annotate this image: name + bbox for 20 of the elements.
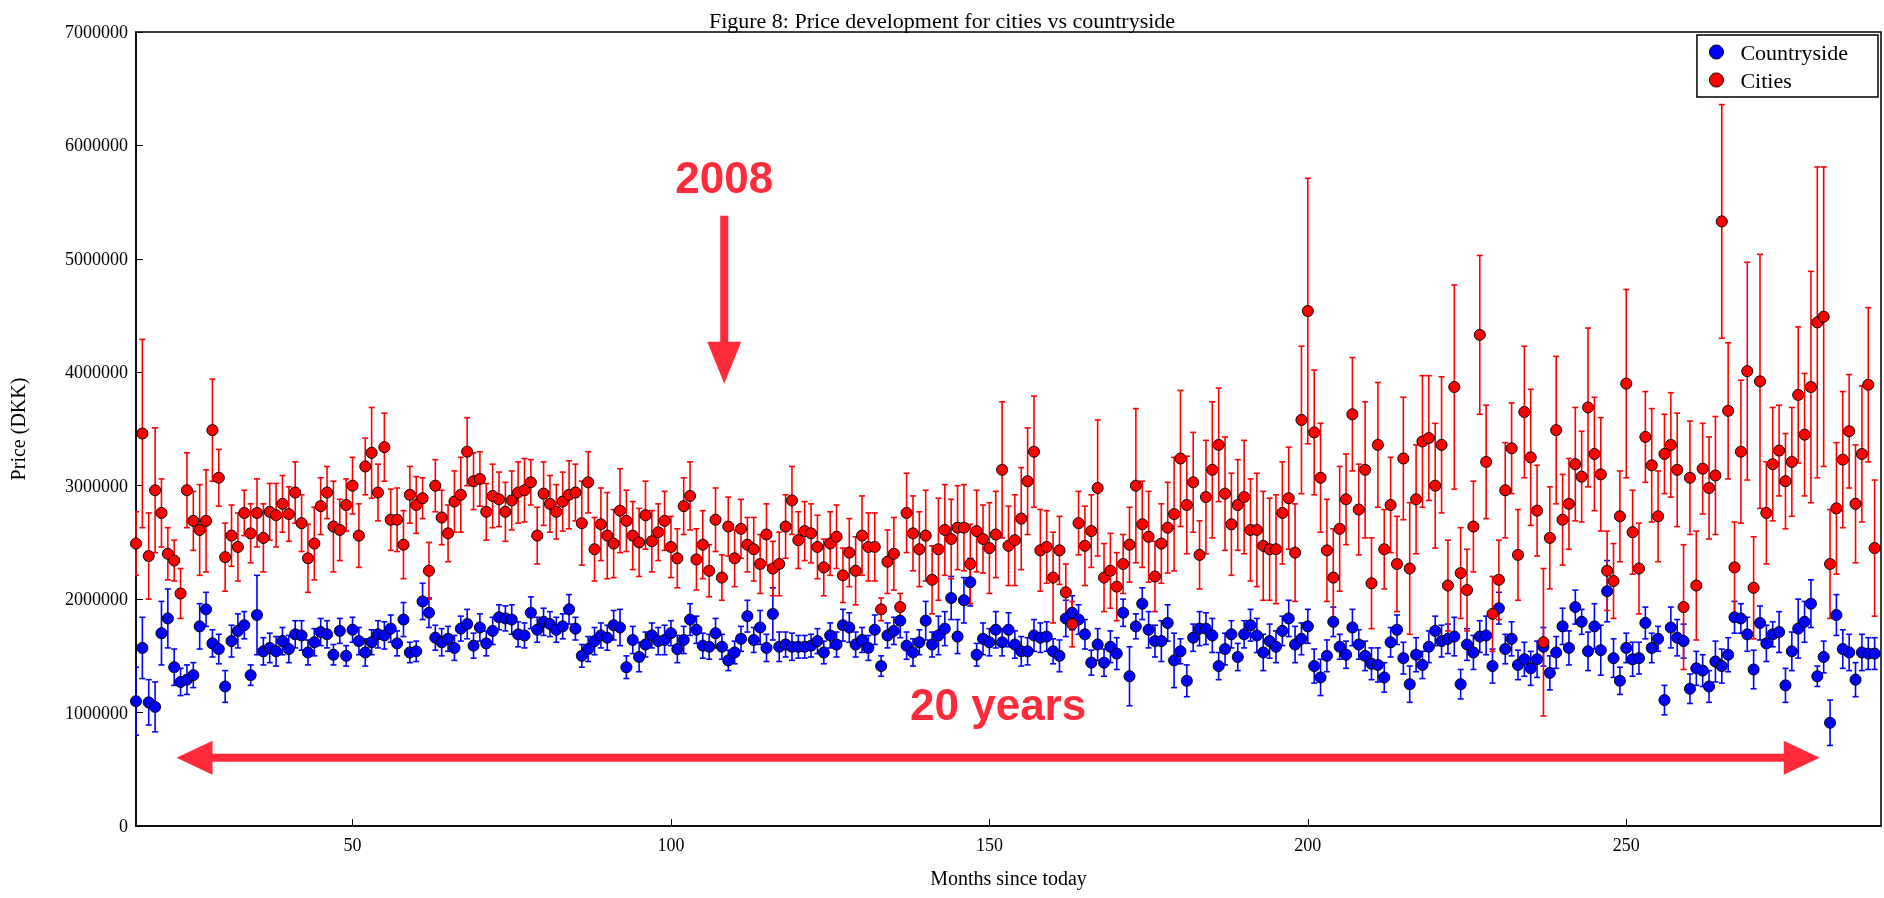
- x-tick-label: 100: [657, 835, 685, 855]
- y-tick-label: 2000000: [65, 589, 128, 610]
- chart-title: Figure 8: Price development for cities vs countryside: [708, 7, 1176, 33]
- x-axis-title: Months since today: [930, 867, 1087, 890]
- annotation: 20 years: [910, 680, 1087, 730]
- y-axis-title: Price (DKK): [7, 377, 30, 481]
- x-tick-label: 250: [1612, 835, 1640, 855]
- y-tick-label: 3000000: [65, 475, 128, 496]
- annotation: 2008: [675, 153, 774, 203]
- y-tick-label: 5000000: [65, 248, 128, 269]
- y-tick-label: 6000000: [65, 135, 128, 156]
- y-tick-label: 4000000: [65, 362, 128, 383]
- x-tick-label: 50: [343, 835, 362, 855]
- legend-label: Cities: [1740, 67, 1792, 93]
- legend-label: Countryside: [1740, 39, 1849, 65]
- y-tick-label: 7000000: [65, 22, 128, 42]
- y-tick-label: 0: [119, 816, 128, 836]
- x-tick-label: 200: [1294, 835, 1322, 855]
- y-tick-label: 1000000: [65, 702, 128, 723]
- x-tick-label: 150: [975, 835, 1003, 855]
